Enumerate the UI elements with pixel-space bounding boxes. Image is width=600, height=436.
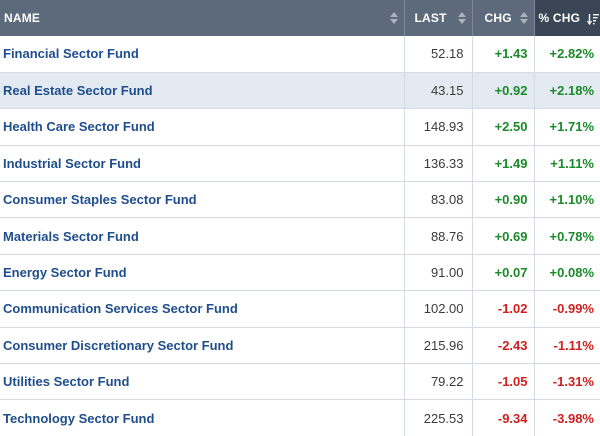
last-price-cell: 88.76 — [404, 217, 473, 255]
fund-name-link[interactable]: Consumer Staples Sector Fund — [0, 181, 405, 219]
percent-change-cell: +0.08% — [534, 254, 600, 292]
last-price-cell: 102.00 — [404, 290, 473, 328]
table-row[interactable]: Financial Sector Fund 52.18 +1.43 +2.82% — [0, 36, 600, 73]
last-price-cell: 79.22 — [404, 363, 473, 401]
table-row[interactable]: Communication Services Sector Fund 102.00… — [0, 290, 600, 328]
fund-name-link[interactable]: Materials Sector Fund — [0, 217, 405, 255]
fund-name-link[interactable]: Industrial Sector Fund — [0, 145, 405, 183]
percent-change-cell: +0.78% — [534, 217, 600, 255]
table-row[interactable]: Energy Sector Fund 91.00 +0.07 +0.08% — [0, 254, 600, 292]
fund-name-link[interactable]: Financial Sector Fund — [0, 36, 405, 73]
change-cell: +0.69 — [472, 217, 535, 255]
percent-change-cell: -1.31% — [534, 363, 600, 401]
percent-change-cell: -3.98% — [534, 399, 600, 436]
percent-change-cell: -0.99% — [534, 290, 600, 328]
column-header-pct-chg-label: % CHG — [538, 11, 581, 25]
last-price-cell: 83.08 — [404, 181, 473, 219]
fund-name-link[interactable]: Consumer Discretionary Sector Fund — [0, 327, 405, 365]
percent-change-cell: +2.18% — [534, 72, 600, 110]
last-price-cell: 148.93 — [404, 108, 473, 146]
table-row[interactable]: Materials Sector Fund 88.76 +0.69 +0.78% — [0, 217, 600, 255]
table-row[interactable]: Consumer Staples Sector Fund 83.08 +0.90 +1… — [0, 181, 600, 219]
header-row: NAME LAST CHG % CHG — [0, 0, 600, 36]
change-cell: +1.49 — [472, 145, 535, 183]
change-cell: -9.34 — [472, 399, 535, 436]
sort-arrows-icon — [457, 12, 466, 24]
sort-descending-icon — [586, 13, 599, 25]
column-header-chg[interactable]: CHG — [472, 0, 535, 36]
change-cell: +2.50 — [472, 108, 535, 146]
fund-name-link[interactable]: Communication Services Sector Fund — [0, 290, 405, 328]
fund-name-link[interactable]: Technology Sector Fund — [0, 399, 405, 436]
change-cell: +1.43 — [472, 36, 535, 73]
column-header-last[interactable]: LAST — [404, 0, 473, 36]
percent-change-cell: +1.71% — [534, 108, 600, 146]
change-cell: -2.43 — [472, 327, 535, 365]
change-cell: +0.92 — [472, 72, 535, 110]
table-row[interactable]: Industrial Sector Fund 136.33 +1.49 +1.11% — [0, 145, 600, 183]
change-cell: +0.90 — [472, 181, 535, 219]
table-row[interactable]: Technology Sector Fund 225.53 -9.34 -3.98% — [0, 399, 600, 436]
column-header-last-label: LAST — [414, 11, 447, 25]
last-price-cell: 52.18 — [404, 36, 473, 73]
last-price-cell: 91.00 — [404, 254, 473, 292]
table-row[interactable]: Health Care Sector Fund 148.93 +2.50 +1.71% — [0, 108, 600, 146]
sort-arrows-icon — [389, 12, 398, 24]
change-cell: -1.05 — [472, 363, 535, 401]
column-header-name-label: NAME — [4, 11, 41, 25]
column-header-chg-label: CHG — [484, 11, 512, 25]
fund-name-link[interactable]: Health Care Sector Fund — [0, 108, 405, 146]
table-row[interactable]: Consumer Discretionary Sector Fund 215.96… — [0, 327, 600, 365]
percent-change-cell: +1.11% — [534, 145, 600, 183]
percent-change-cell: +1.10% — [534, 181, 600, 219]
table-row[interactable]: Utilities Sector Fund 79.22 -1.05 -1.31% — [0, 363, 600, 401]
last-price-cell: 136.33 — [404, 145, 473, 183]
change-cell: -1.02 — [472, 290, 535, 328]
fund-name-link[interactable]: Utilities Sector Fund — [0, 363, 405, 401]
column-header-pct-chg[interactable]: % CHG — [534, 0, 600, 36]
last-price-cell: 215.96 — [404, 327, 473, 365]
table-row[interactable]: Real Estate Sector Fund 43.15 +0.92 +2.18% — [0, 72, 600, 110]
column-header-name[interactable]: NAME — [0, 0, 405, 36]
fund-name-link[interactable]: Real Estate Sector Fund — [0, 72, 405, 110]
fund-name-link[interactable]: Energy Sector Fund — [0, 254, 405, 292]
percent-change-cell: +2.82% — [534, 36, 600, 73]
last-price-cell: 43.15 — [404, 72, 473, 110]
percent-change-cell: -1.11% — [534, 327, 600, 365]
sort-arrows-icon — [519, 12, 528, 24]
change-cell: +0.07 — [472, 254, 535, 292]
last-price-cell: 225.53 — [404, 399, 473, 436]
